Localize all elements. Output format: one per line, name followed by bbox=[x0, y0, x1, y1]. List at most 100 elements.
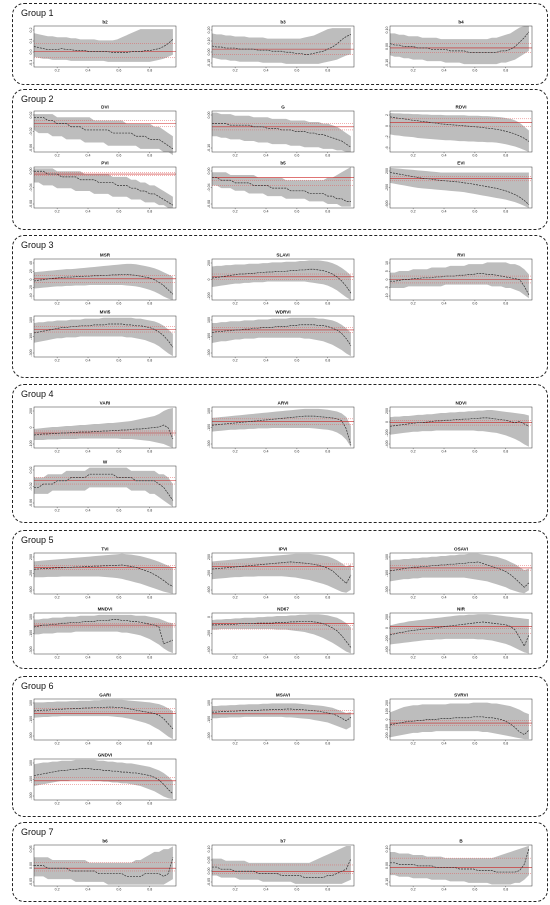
x-tick-label: 0.8 bbox=[325, 154, 330, 158]
panel-plot: W -0.06 -0.02 0.02 0.2 0.4 0.6 0.8 bbox=[29, 460, 177, 513]
x-tick-label: 0.4 bbox=[86, 509, 91, 513]
panel-title: b7 bbox=[280, 839, 286, 844]
mean-line bbox=[33, 564, 174, 587]
y-tick-label: -0.05 bbox=[207, 878, 211, 886]
confidence-band bbox=[212, 703, 351, 730]
panel-nd67: ND67 -400 -200 0 0.2 0.4 0.6 0.8 bbox=[207, 604, 358, 660]
y-tick-label: 100 bbox=[29, 760, 33, 766]
plot-frame bbox=[211, 25, 355, 68]
x-tick-label: 0.4 bbox=[442, 742, 447, 746]
y-tick-label: 5 bbox=[385, 270, 389, 272]
confidence-band bbox=[212, 260, 351, 300]
x-tick-label: 0.8 bbox=[325, 742, 330, 746]
y-tick-label: 200 bbox=[385, 168, 389, 174]
panel-plot: G -0.10 0.00 0.2 0.4 0.6 0.8 bbox=[207, 105, 355, 158]
y-tick-label: -0.1 bbox=[29, 60, 33, 66]
y-tick-label: -200 bbox=[207, 630, 211, 637]
x-tick-label: 0.4 bbox=[86, 742, 91, 746]
y-tick-label: -200 bbox=[385, 635, 389, 642]
confidence-band bbox=[34, 699, 173, 740]
panel-title: NDVI bbox=[456, 401, 467, 406]
y-tick-label: 0.02 bbox=[29, 112, 33, 119]
y-tick-label: 0 bbox=[29, 279, 33, 281]
x-tick-label: 0.6 bbox=[116, 509, 121, 513]
x-tick-label: 0.8 bbox=[503, 596, 508, 600]
x-tick-label: 0.8 bbox=[325, 69, 330, 73]
x-tick-label: 0.6 bbox=[116, 154, 121, 158]
confidence-band bbox=[34, 467, 173, 507]
group-label: Group 6 bbox=[21, 681, 54, 691]
panel-plot: b7 -0.05 0.00 0.05 0.10 0.2 0.4 0.6 0.8 bbox=[207, 839, 355, 892]
group-label: Group 1 bbox=[21, 8, 54, 18]
panel-title: MSAVI bbox=[276, 693, 290, 698]
x-tick-label: 0.6 bbox=[294, 888, 299, 892]
panel-vari: VARI -100 0 200 0.2 0.4 0.6 0.8 bbox=[29, 398, 180, 454]
y-tick-label: 0.02 bbox=[29, 467, 33, 474]
confidence-band bbox=[390, 167, 529, 208]
x-tick-label: 0.4 bbox=[86, 888, 91, 892]
mean-line bbox=[34, 473, 174, 501]
panel-msavi: MSAVI -300 -100 100 0.2 0.4 0.6 0.8 bbox=[207, 690, 358, 746]
x-tick-label: 0.4 bbox=[86, 210, 91, 214]
y-tick-label: -100 bbox=[29, 440, 33, 447]
y-tick-label: -400 bbox=[385, 646, 389, 653]
y-tick-label: 200 bbox=[29, 408, 33, 414]
x-tick-label: 0.6 bbox=[116, 302, 121, 306]
y-tick-label: 200 bbox=[29, 554, 33, 560]
panel-svrvi: SVRVI -200 -100 0 100 200 0.2 0.4 0.6 0.8 bbox=[385, 690, 536, 746]
mean-line bbox=[33, 768, 174, 795]
y-tick-label: 0.00 bbox=[29, 862, 33, 869]
x-tick-label: 0.8 bbox=[503, 302, 508, 306]
x-tick-label: 0.2 bbox=[55, 302, 60, 306]
y-tick-label: 0 bbox=[385, 719, 389, 721]
panel-ndvi: NDVI -400 -200 0 200 0.2 0.4 0.6 0.8 bbox=[385, 398, 536, 454]
y-tick-label: -10 bbox=[385, 293, 389, 298]
panel-slavi: SLAVI -200 0 200 0.2 0.4 0.6 0.8 bbox=[207, 250, 358, 306]
x-tick-label: 0.4 bbox=[86, 154, 91, 158]
panel-title: B bbox=[459, 839, 463, 844]
y-tick-label: 2 bbox=[385, 114, 389, 116]
panel-title: PVI bbox=[101, 161, 108, 166]
x-tick-label: 0.4 bbox=[442, 302, 447, 306]
y-tick-label: -300 bbox=[29, 792, 33, 799]
x-tick-label: 0.2 bbox=[411, 596, 416, 600]
mean-line bbox=[390, 848, 530, 873]
x-tick-label: 0.8 bbox=[147, 450, 152, 454]
mean-line bbox=[211, 324, 352, 346]
x-tick-label: 0.8 bbox=[325, 302, 330, 306]
x-tick-label: 0.2 bbox=[411, 69, 416, 73]
panel-title: WDRVI bbox=[275, 310, 290, 315]
x-tick-label: 0.6 bbox=[116, 69, 121, 73]
y-tick-label: -100 bbox=[385, 724, 389, 731]
panel-title: RDVI bbox=[456, 105, 467, 110]
confidence-band bbox=[212, 846, 351, 884]
x-tick-label: 0.4 bbox=[442, 888, 447, 892]
panel-plot: MSR -40 -20 0 20 40 0.2 0.4 0.6 0.8 bbox=[29, 253, 177, 306]
y-tick-label: -0.06 bbox=[29, 144, 33, 152]
x-tick-label: 0.4 bbox=[264, 888, 269, 892]
x-tick-label: 0.8 bbox=[147, 802, 152, 806]
plot-frame bbox=[389, 406, 533, 449]
panel-plot: b4 -0.10 0.00 0.10 0.2 0.4 0.6 0.8 bbox=[385, 20, 533, 73]
panel-msr: MSR -40 -20 0 20 40 0.2 0.4 0.6 0.8 bbox=[29, 250, 180, 306]
x-tick-label: 0.6 bbox=[116, 596, 121, 600]
panel-title: MVI5 bbox=[100, 310, 111, 315]
y-tick-label: -200 bbox=[207, 292, 211, 299]
mean-line bbox=[34, 116, 174, 150]
x-tick-label: 0.4 bbox=[442, 154, 447, 158]
x-tick-label: 0.6 bbox=[116, 210, 121, 214]
panel-rvi: RVI -10 -5 0 5 10 0.2 0.4 0.6 0.8 bbox=[385, 250, 536, 306]
panel-ipvi: IPVI -600 -200 200 0.2 0.4 0.6 0.8 bbox=[207, 544, 358, 600]
x-tick-label: 0.2 bbox=[55, 69, 60, 73]
x-tick-label: 0.2 bbox=[55, 450, 60, 454]
x-tick-label: 0.2 bbox=[233, 742, 238, 746]
x-tick-label: 0.2 bbox=[411, 450, 416, 454]
group-label: Group 2 bbox=[21, 94, 54, 104]
y-tick-label: -100 bbox=[207, 333, 211, 340]
panel-plot: IPVI -600 -200 200 0.2 0.4 0.6 0.8 bbox=[207, 547, 355, 600]
group-7-box: Group 7 bbox=[12, 822, 548, 902]
plot-frame bbox=[389, 612, 533, 655]
panel-nir: NIR -400 -200 0 200 0.2 0.4 0.6 0.8 bbox=[385, 604, 536, 660]
confidence-band bbox=[390, 614, 529, 654]
mean-line bbox=[33, 39, 174, 53]
